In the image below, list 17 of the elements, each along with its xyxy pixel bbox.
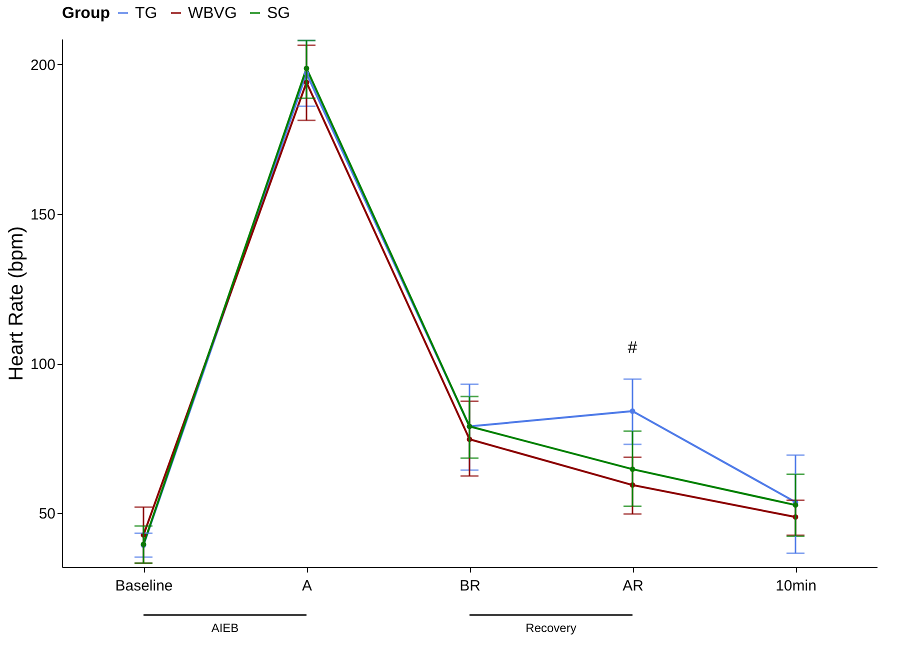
- text: Recovery: [526, 621, 576, 635]
- y-tick-label: 50: [38, 506, 56, 523]
- legend-title: Group: [62, 5, 110, 22]
- x-tick-label: Baseline: [115, 578, 173, 594]
- x-tick-label: BR: [460, 578, 481, 594]
- y-axis-title: Heart Rate (bpm): [5, 226, 28, 381]
- x-tick-label: 10min: [776, 578, 816, 594]
- y-tick-label: 200: [30, 56, 56, 74]
- legend-label: SG: [267, 5, 290, 22]
- annotation: #: [628, 338, 638, 357]
- x-tick-label: AR: [622, 578, 644, 594]
- legend-label: WBVG: [188, 5, 237, 22]
- text: AIEB: [211, 621, 239, 635]
- y-tick-label: 150: [30, 206, 56, 224]
- legend-label: TG: [135, 5, 158, 22]
- y-tick-label: 100: [30, 356, 56, 374]
- x-tick-label: A: [302, 578, 312, 594]
